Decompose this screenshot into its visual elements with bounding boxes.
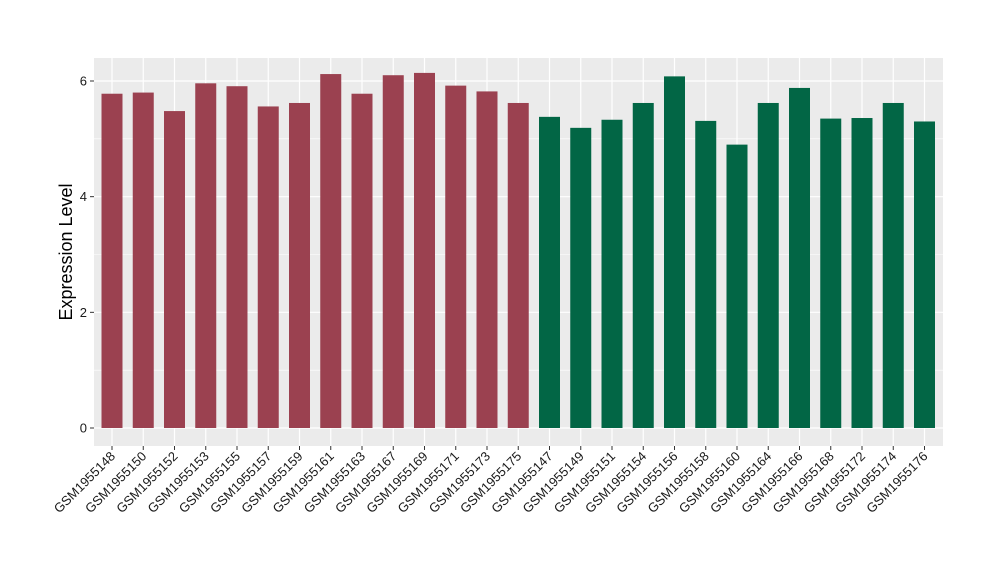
y-tick-label: 4: [80, 189, 87, 204]
y-axis-title: Expression Level: [56, 183, 76, 320]
bar-GSM1955149: [570, 127, 592, 428]
bar-GSM1955156: [664, 76, 685, 428]
bar-GSM1955147: [539, 116, 560, 429]
bar-GSM1955160: [726, 144, 748, 428]
bar-GSM1955158: [695, 120, 717, 428]
bar-GSM1955151: [601, 119, 623, 428]
bar-GSM1955163: [351, 93, 373, 429]
bar-GSM1955174: [882, 102, 904, 428]
y-axis: 0 2 4 6: [80, 74, 94, 436]
bar-GSM1955155: [226, 86, 248, 428]
bar-GSM1955161: [320, 74, 342, 428]
bar-GSM1955153: [195, 83, 217, 429]
bar-GSM1955169: [414, 72, 435, 429]
bar-GSM1955154: [632, 102, 654, 428]
bar-GSM1955171: [445, 85, 467, 429]
bar-GSM1955168: [820, 118, 842, 428]
bar-GSM1955172: [851, 118, 873, 428]
y-tick-label: 0: [80, 421, 87, 436]
bar-GSM1955167: [382, 75, 404, 428]
bar-GSM1955157: [257, 106, 279, 429]
bar-GSM1955173: [476, 91, 498, 428]
bar-GSM1955176: [914, 121, 935, 428]
bars-group: [101, 72, 935, 429]
bar-GSM1955175: [507, 102, 529, 428]
y-tick-label: 6: [80, 74, 87, 89]
bar-GSM1955150: [132, 92, 154, 429]
bar-GSM1955164: [757, 102, 779, 428]
x-axis: GSM1955148GSM1955150GSM1955152GSM1955153…: [51, 446, 931, 516]
bar-GSM1955166: [789, 87, 810, 428]
bar-GSM1955152: [164, 111, 185, 428]
bar-GSM1955159: [289, 102, 310, 428]
y-tick-label: 2: [80, 305, 87, 320]
bar-GSM1955148: [101, 93, 123, 429]
